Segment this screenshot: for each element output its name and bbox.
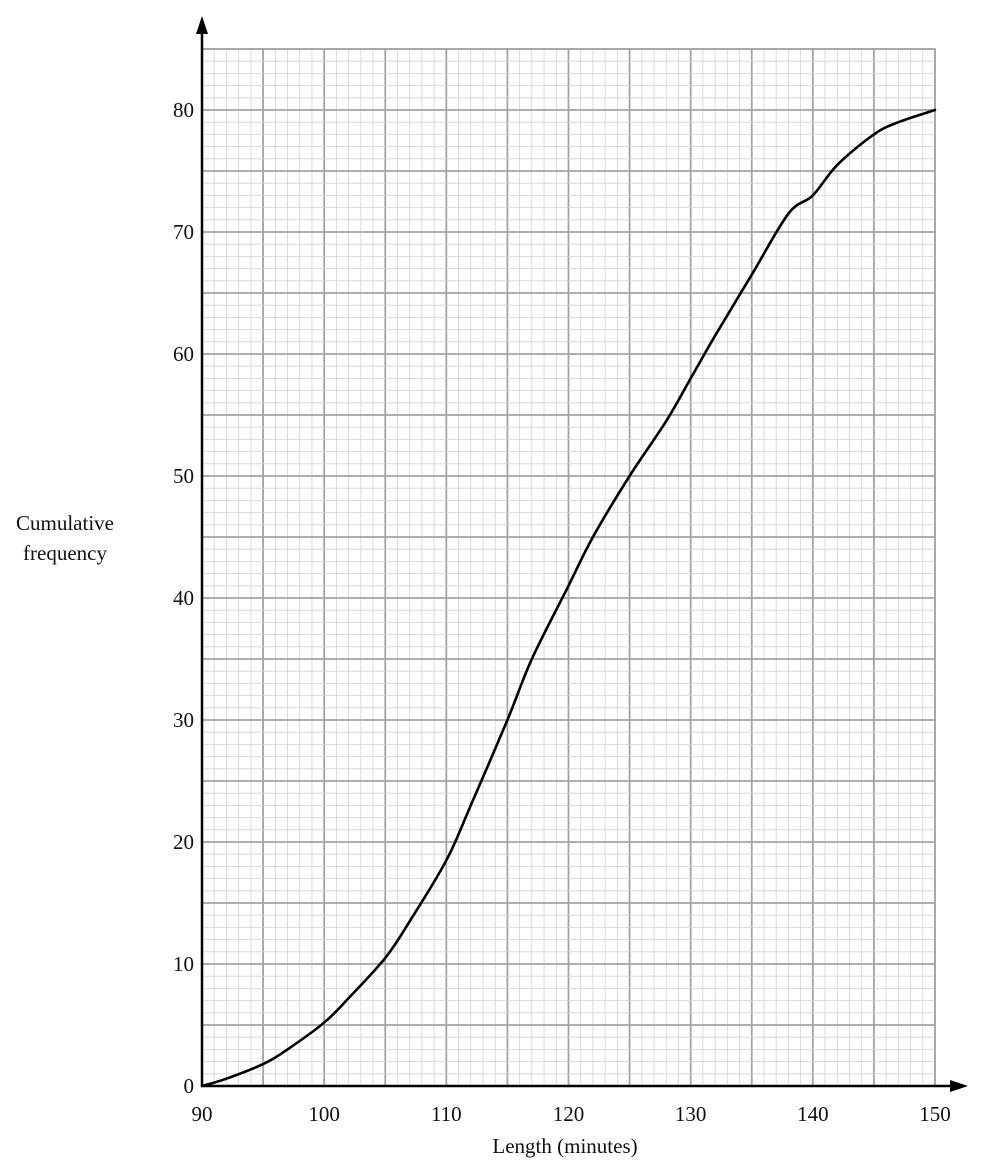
x-tick-label: 120 [553, 1102, 585, 1126]
tick-labels: 0 10 20 30 40 50 60 70 80 90 100 110 120 130 140 150 [173, 98, 951, 1126]
x-tick-label: 140 [797, 1102, 829, 1126]
y-tick-label: 20 [173, 830, 194, 854]
x-tick-label: 90 [192, 1102, 213, 1126]
x-tick-label: 150 [919, 1102, 951, 1126]
y-tick-label: 30 [173, 708, 194, 732]
y-axis-label-line1: Cumulative [16, 511, 114, 535]
y-tick-label: 80 [173, 98, 194, 122]
curve-layer [200, 108, 937, 1088]
x-tick-label: 100 [308, 1102, 340, 1126]
axes [196, 16, 968, 1092]
x-tick-label: 130 [675, 1102, 707, 1126]
x-tick-label: 110 [431, 1102, 462, 1126]
y-axis-label: Cumulative frequency [0, 508, 130, 568]
y-tick-label: 40 [173, 586, 194, 610]
y-tick-label: 70 [173, 220, 194, 244]
x-axis-arrow [950, 1080, 968, 1092]
cumulative-frequency-curve [200, 108, 937, 1088]
y-tick-label: 50 [173, 464, 194, 488]
y-tick-label: 0 [184, 1074, 195, 1098]
grid [201, 48, 936, 1087]
y-axis-label-line2: frequency [23, 541, 107, 565]
y-tick-label: 60 [173, 342, 194, 366]
x-axis-label: Length (minutes) [492, 1134, 638, 1158]
y-tick-label: 10 [173, 952, 194, 976]
y-axis-arrow [196, 16, 208, 34]
